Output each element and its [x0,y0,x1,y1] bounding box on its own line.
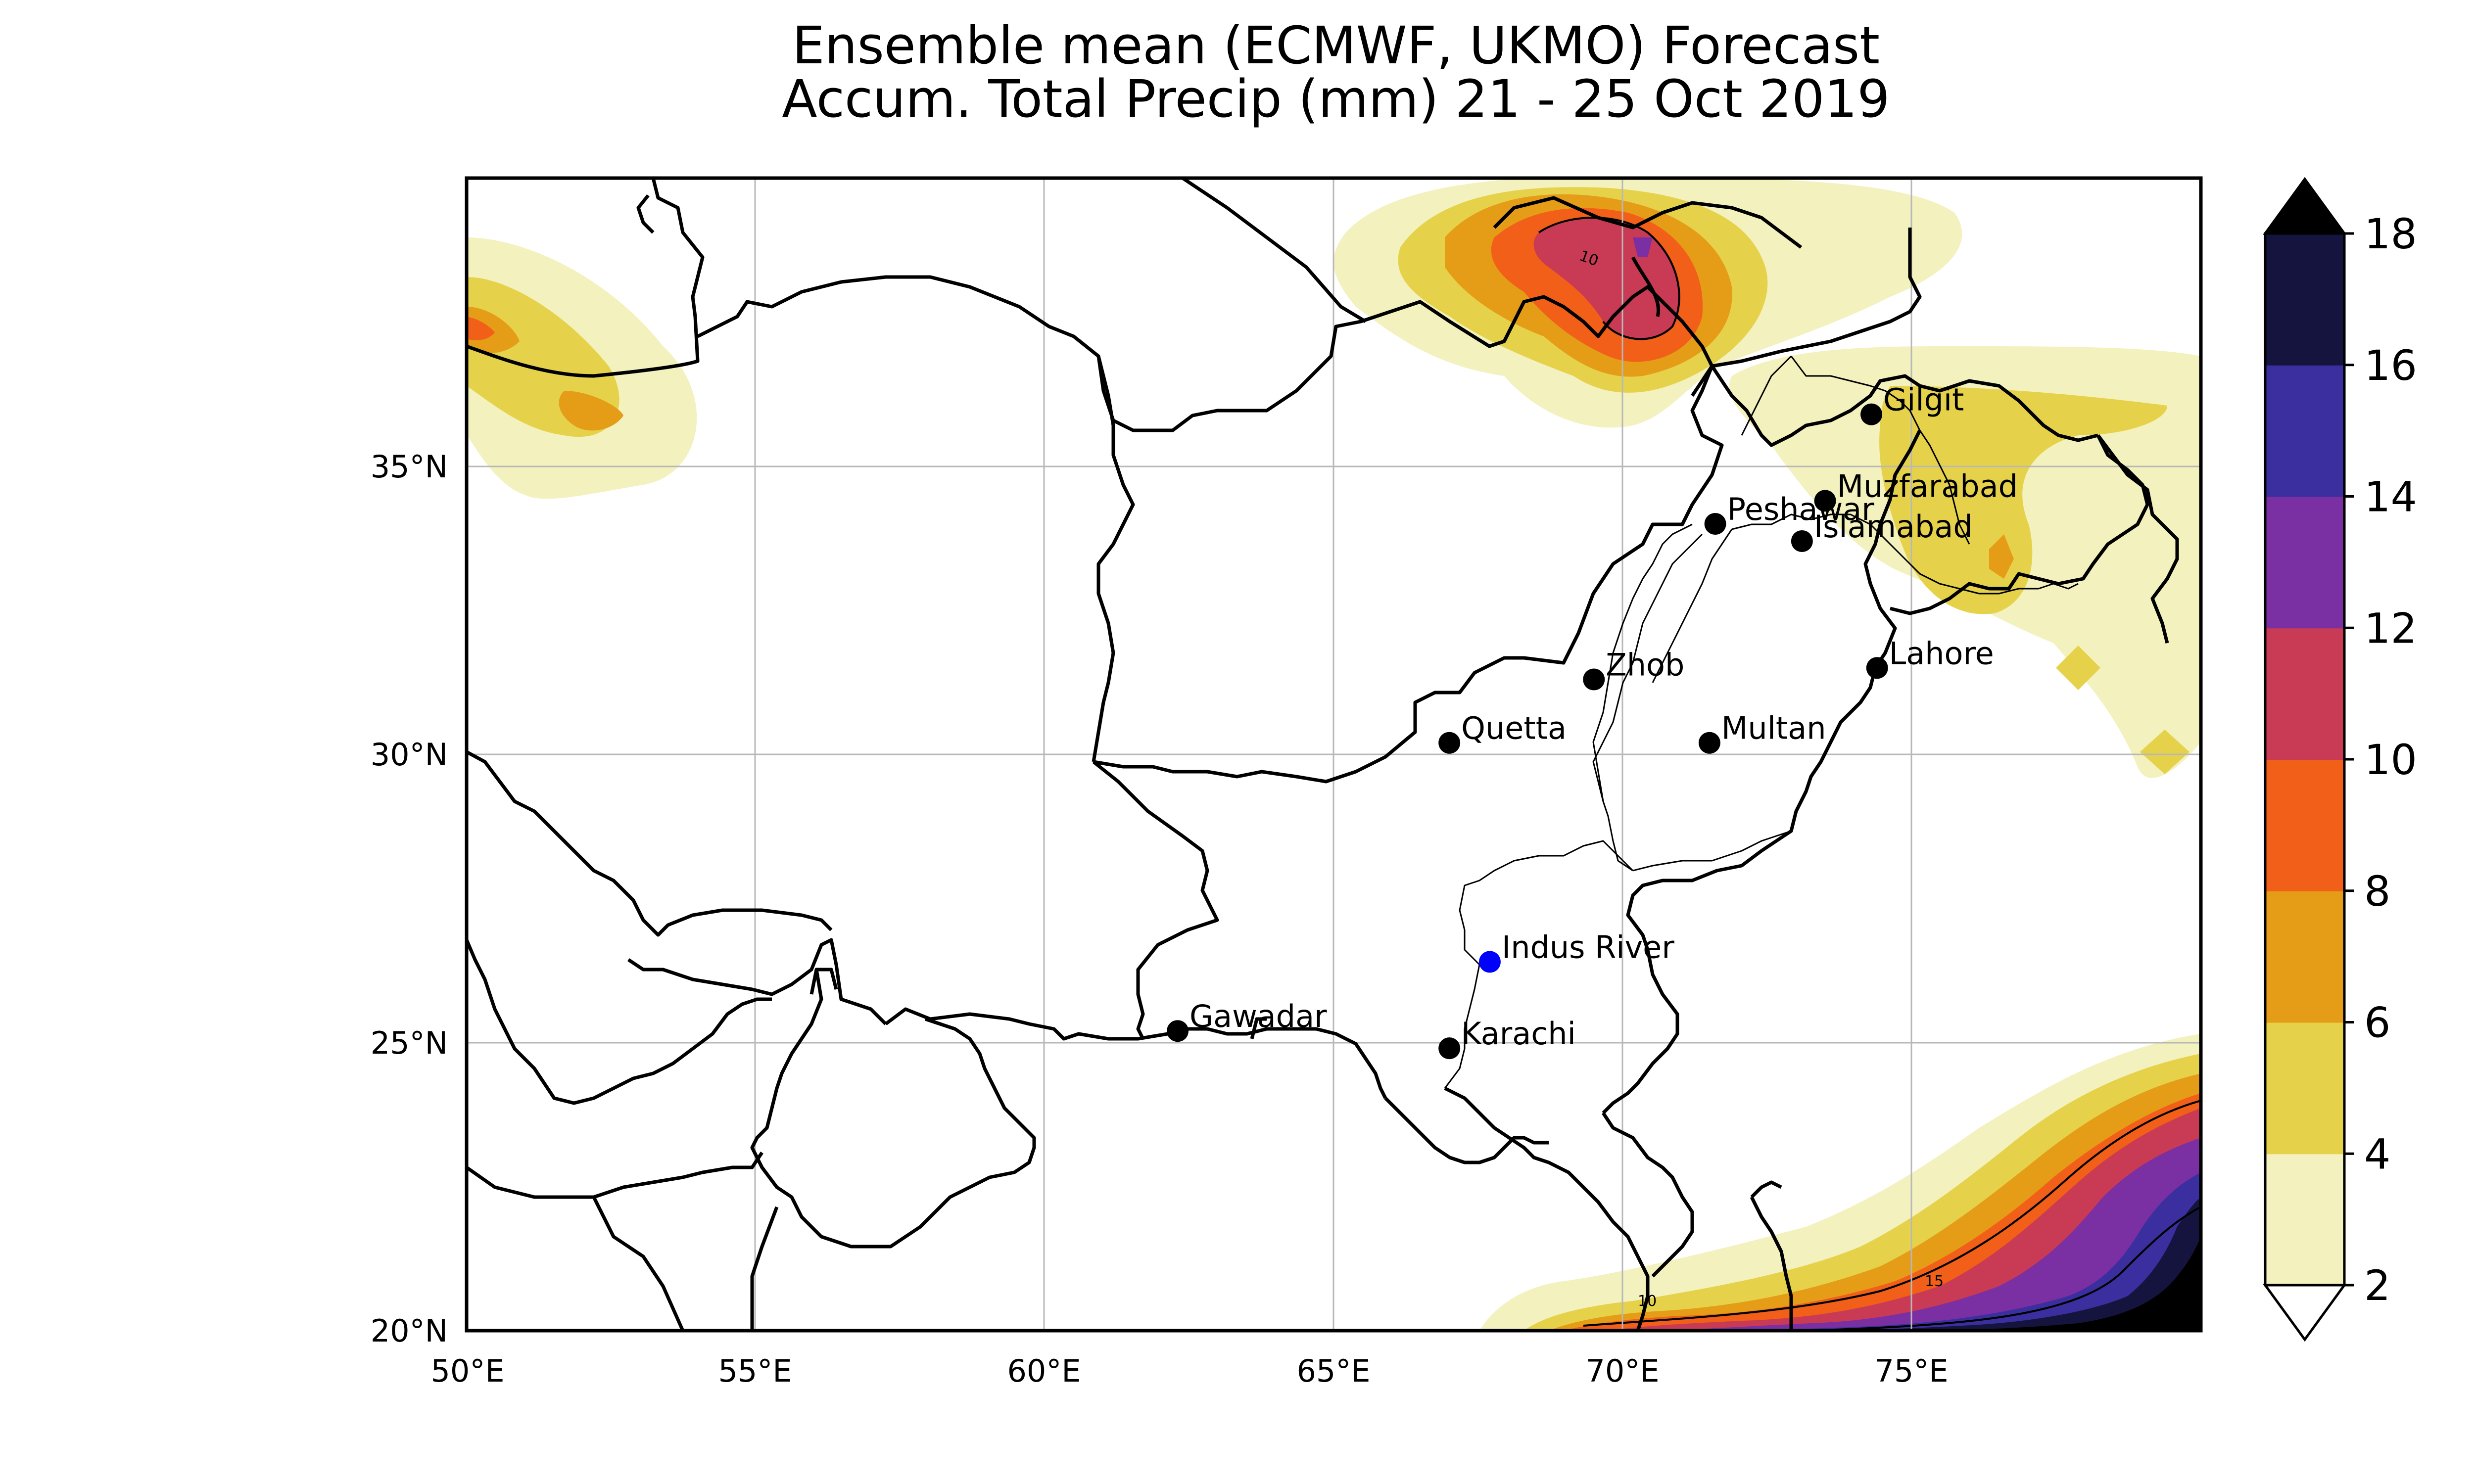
map-frame [465,176,2203,1333]
contour-line-north [1538,217,1680,340]
city-marker-lahore [1866,657,1888,679]
city-marker-karachi [1438,1037,1461,1060]
colorbar-segment [2265,759,2344,891]
city-marker-gawadar [1167,1020,1189,1042]
colorbar-tick-label: 2 [2364,1261,2390,1310]
contour-label-south-10: 10 [1638,1293,1657,1310]
city-label-islamabad: Islamabad [1814,509,1973,545]
city-label-lahore: Lahore [1889,635,1994,671]
colorbar-segment [2265,1154,2344,1286]
x-tick-label: 75°E [1874,1353,1948,1389]
city-label-quetta: Quetta [1461,710,1567,746]
city-label-zhob: Zhob [1606,647,1684,683]
city-marker-quetta [1438,732,1461,754]
colorbar-tick-label: 16 [2364,341,2417,390]
contour-label-south-15: 15 [1925,1273,1944,1290]
colorbar-tick-label: 6 [2364,999,2390,1047]
colorbar-segment [2265,1022,2344,1155]
colorbar: 2 4 6 8 10 12 14 16 18 [2263,177,2417,1342]
y-tick-label: 25°N [371,1025,448,1061]
city-label-indus-river: Indus River [1502,929,1674,965]
x-axis: 50°E 55°E 60°E 65°E 70°E 75°E [430,1353,1948,1389]
city-marker-islamabad [1791,530,1813,552]
provincial-borders [1444,355,2079,1089]
gridlines [467,178,2201,1331]
city-label-gawadar: Gawadar [1189,998,1327,1034]
city-marker-peshawar [1704,513,1726,535]
city-marker-multan [1698,732,1720,754]
colorbar-tick-label: 14 [2364,473,2417,521]
colorbar-tick-label: 4 [2364,1130,2390,1178]
y-tick-label: 20°N [371,1313,448,1349]
x-tick-label: 50°E [430,1353,504,1389]
city-marker-indus-river [1478,951,1501,973]
x-tick-label: 65°E [1296,1353,1370,1389]
colorbar-tick-label: 18 [2364,210,2417,258]
precip-field-south [1479,1034,2201,1331]
colorbar-segment [2265,890,2344,1023]
precip-field-northeast [1729,346,2201,778]
city-label-karachi: Karachi [1461,1016,1576,1052]
x-tick-label: 60°E [1007,1353,1081,1389]
colorbar-under-triangle [2263,1284,2347,1342]
city-label-gilgit: Gilgit [1883,382,1964,418]
colorbar-segment [2265,365,2344,497]
country-borders [467,178,2179,1331]
city-marker-zhob [1583,668,1605,691]
precip-field-northwest [467,237,697,499]
colorbar-tick-label: 10 [2364,736,2417,784]
y-tick-label: 35°N [371,449,448,485]
colorbar-segment [2265,233,2344,366]
city-marker-muzfarabad [1814,490,1836,512]
city-label-multan: Multan [1721,710,1826,746]
y-axis: 20°N 25°N 30°N 35°N [371,449,448,1349]
y-tick-label: 30°N [371,737,448,773]
colorbar-segment [2265,628,2344,760]
colorbar-tick-label: 12 [2364,604,2417,652]
precip-field-north [1333,178,1962,428]
city-label-peshawar: Peshawar [1727,491,1875,527]
colorbar-tick-label: 8 [2364,867,2390,916]
colorbar-over-triangle [2263,177,2347,235]
map-title-line2: Accum. Total Precip (mm) 21 - 25 Oct 201… [782,69,1890,129]
colorbar-segment [2265,496,2344,629]
city-label-muzfarabad: Muzfarabad [1837,468,2018,504]
city-marker-gilgit [1860,403,1883,425]
x-tick-label: 70°E [1585,1353,1659,1389]
x-tick-label: 55°E [718,1353,792,1389]
map-title-line1: Ensemble mean (ECMWF, UKMO) Forecast [792,15,1880,76]
